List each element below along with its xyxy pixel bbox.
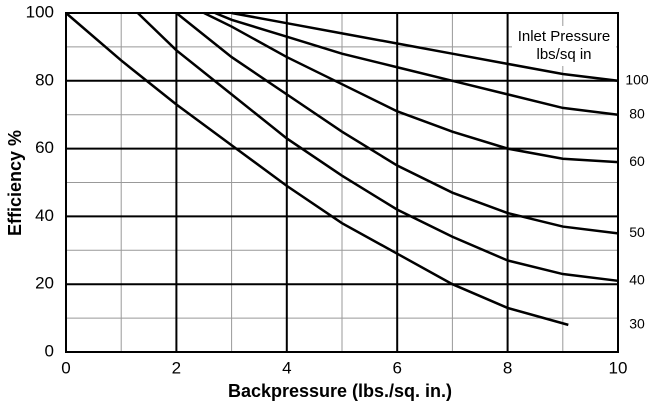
plot-frame	[65, 12, 619, 353]
series-line	[214, 11, 619, 116]
y-axis-title: Efficiency %	[5, 130, 25, 236]
series-label: 30	[629, 316, 645, 332]
x-tick-label: 10	[609, 358, 628, 377]
series-label: 80	[629, 105, 645, 121]
series-line	[175, 12, 619, 235]
y-tick-label: 20	[35, 274, 54, 293]
series-line	[65, 12, 569, 327]
x-tick-label: 4	[282, 358, 291, 377]
y-tick-label: 60	[35, 138, 54, 157]
x-axis-title: Backpressure (lbs./sq. in.)	[228, 381, 452, 401]
annotation: Inlet Pressure	[518, 28, 611, 45]
annotation: lbs/sq in	[536, 46, 591, 63]
y-tick-label: 0	[45, 341, 54, 360]
series-label: 50	[629, 224, 645, 240]
annotation-background	[512, 26, 616, 66]
x-tick-label: 8	[503, 358, 512, 377]
y-tick-label: 80	[35, 70, 54, 89]
y-tick-label: 40	[35, 206, 54, 225]
series-label: 60	[629, 153, 645, 169]
series-line	[231, 11, 619, 83]
series-line	[136, 12, 619, 283]
series-label: 40	[629, 272, 645, 288]
x-tick-label: 6	[392, 358, 401, 377]
series-label: 100	[625, 72, 649, 88]
series-line	[203, 11, 619, 164]
x-tick-label: 0	[61, 358, 70, 377]
y-tick-label: 100	[26, 2, 54, 21]
x-tick-label: 2	[172, 358, 181, 377]
